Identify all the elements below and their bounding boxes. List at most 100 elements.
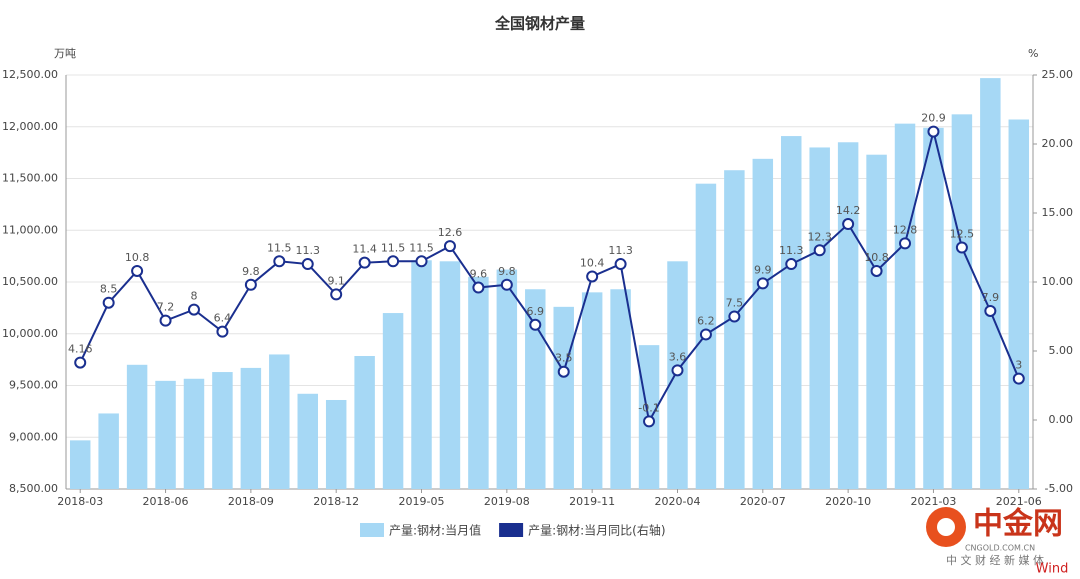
value-label: 6.2 — [697, 314, 715, 327]
y2-tick-label: 25.00 — [1042, 68, 1074, 81]
value-label: 7.2 — [157, 301, 175, 314]
line-point — [671, 364, 684, 377]
bar — [183, 378, 205, 489]
x-tick-label: 2018-06 — [143, 495, 189, 508]
line-point — [842, 218, 855, 231]
x-tick-label: 2018-12 — [313, 495, 359, 508]
value-label: 11.5 — [267, 241, 292, 254]
line-point — [102, 296, 115, 309]
y-tick-label: 10,000.00 — [2, 327, 58, 340]
line-point — [785, 258, 798, 271]
line-point — [500, 278, 513, 291]
line-point — [472, 281, 485, 294]
logo-inner — [937, 518, 955, 536]
value-label: 11.3 — [608, 244, 633, 257]
bar — [781, 136, 802, 489]
bar — [610, 289, 631, 489]
bar — [1008, 119, 1030, 489]
bar — [724, 170, 745, 489]
bar — [752, 158, 774, 489]
y2-tick-label: -5.00 — [1045, 482, 1073, 495]
bar — [468, 276, 489, 489]
value-label: 11.3 — [296, 244, 321, 257]
bar — [240, 367, 262, 489]
line-point — [216, 325, 229, 338]
x-tick-label: 2018-09 — [228, 495, 274, 508]
value-label: -0.1 — [638, 401, 659, 414]
value-label: 10.4 — [580, 256, 605, 269]
value-label: 9.6 — [470, 268, 488, 281]
value-label: 12.5 — [950, 228, 975, 241]
value-label: 12.6 — [438, 226, 463, 239]
watermark: 中金网 CNGOLD.COM.CN 中 文 财 经 新 媒 体 Wind — [926, 507, 1068, 577]
chart-title: 全国钢材产量 — [494, 15, 585, 33]
brand: 中金网 — [973, 507, 1063, 542]
value-label: 14.2 — [836, 204, 861, 217]
value-label: 9.1 — [327, 274, 345, 287]
line-point — [699, 328, 712, 341]
x-tick-label: 2020-04 — [655, 495, 701, 508]
value-label: 11.3 — [779, 244, 804, 257]
bar — [354, 356, 375, 489]
x-tick-label: 2019-05 — [399, 495, 445, 508]
value-label: 3 — [1015, 359, 1022, 372]
line-point — [586, 270, 599, 283]
value-label: 12.8 — [893, 223, 918, 236]
line-point — [899, 237, 912, 250]
value-label: 3.6 — [669, 350, 687, 363]
value-label: 7.9 — [982, 291, 1000, 304]
bar — [439, 261, 461, 489]
value-label: 9.8 — [242, 265, 260, 278]
y2-tick-label: 15.00 — [1042, 206, 1074, 219]
y-tick-label: 12,500.00 — [2, 68, 58, 81]
line-point — [955, 241, 968, 254]
bar — [69, 440, 91, 489]
value-label: 8 — [190, 290, 197, 303]
line-point — [358, 256, 371, 269]
bar — [980, 78, 1001, 489]
line-point — [813, 244, 826, 257]
line-point — [614, 258, 627, 271]
y-tick-label: 11,000.00 — [2, 223, 58, 236]
line-point — [187, 303, 200, 316]
value-label: 7.5 — [726, 297, 744, 310]
line — [79, 131, 1020, 425]
x-tick-label: 2020-07 — [740, 495, 786, 508]
line-point — [74, 356, 87, 369]
bar — [411, 260, 432, 489]
value-label: 11.5 — [409, 241, 434, 254]
bar — [98, 413, 119, 489]
line-point — [330, 288, 343, 301]
value-label: 12.3 — [807, 230, 832, 243]
value-label: 9.8 — [498, 265, 516, 278]
value-label: 10.8 — [125, 251, 150, 264]
bar — [269, 354, 290, 489]
x-tick-label: 2021-06 — [996, 495, 1042, 508]
line-point — [557, 365, 570, 378]
y2-unit: % — [1028, 47, 1038, 60]
bar — [126, 364, 148, 489]
x-tick-label: 2019-08 — [484, 495, 530, 508]
line-point — [870, 264, 883, 277]
source: Wind — [1036, 562, 1069, 577]
line-point — [131, 264, 144, 277]
value-label: 3.5 — [555, 352, 573, 365]
line-point — [443, 240, 456, 253]
y-tick-label: 12,000.00 — [2, 120, 58, 133]
bar — [581, 292, 603, 489]
bar — [951, 114, 973, 489]
y2-tick-label: 5.00 — [1049, 344, 1074, 357]
value-label: 6.4 — [214, 312, 232, 325]
y-unit: 万吨 — [54, 47, 76, 60]
value-label: 11.5 — [381, 241, 406, 254]
line-point — [301, 258, 314, 271]
line-point — [529, 318, 542, 331]
y2-tick-label: 0.00 — [1049, 413, 1074, 426]
x-tick-label: 2020-10 — [825, 495, 871, 508]
site: CNGOLD.COM.CN — [965, 544, 1035, 553]
bar — [894, 123, 916, 490]
legend-swatch — [360, 523, 384, 537]
legend-label: 产量:钢材:当月值 — [389, 523, 481, 538]
bar — [866, 154, 887, 489]
